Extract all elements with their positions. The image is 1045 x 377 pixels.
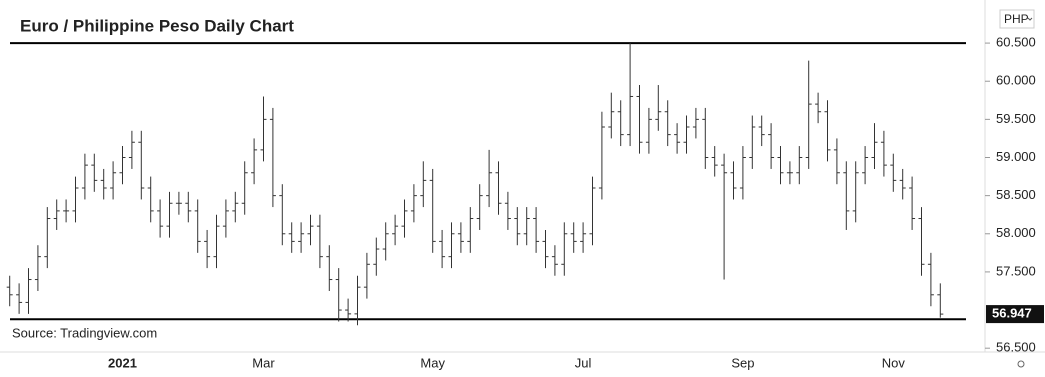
- x-tick-label: Jul: [575, 355, 592, 370]
- chart-title: Euro / Philippine Peso Daily Chart: [20, 16, 294, 35]
- y-tick-label: 56.500: [996, 340, 1036, 355]
- x-tick-label: 2021: [108, 355, 137, 370]
- last-price-box: [986, 305, 1044, 324]
- y-tick-label: 60.000: [996, 73, 1036, 88]
- currency-button[interactable]: [999, 9, 1035, 29]
- dropdown-icon: [1027, 17, 1033, 21]
- source-note: Source: Tradingview.com: [12, 325, 157, 340]
- x-tick-label: Sep: [731, 355, 754, 370]
- settings-icon[interactable]: [1017, 360, 1025, 368]
- last-price-label: 56.947: [992, 306, 1032, 321]
- y-tick-label: 58.000: [996, 225, 1036, 240]
- x-tick-label: Nov: [882, 355, 906, 370]
- x-tick-label: Mar: [252, 355, 275, 370]
- y-tick-label: 59.500: [996, 111, 1036, 126]
- y-tick-label: 58.500: [996, 187, 1036, 202]
- y-tick-label: 59.000: [996, 149, 1036, 164]
- currency-label: PHP: [1004, 12, 1029, 26]
- x-tick-label: May: [420, 355, 445, 370]
- y-tick-label: 57.500: [996, 263, 1036, 278]
- y-tick-label: 60.500: [996, 35, 1036, 50]
